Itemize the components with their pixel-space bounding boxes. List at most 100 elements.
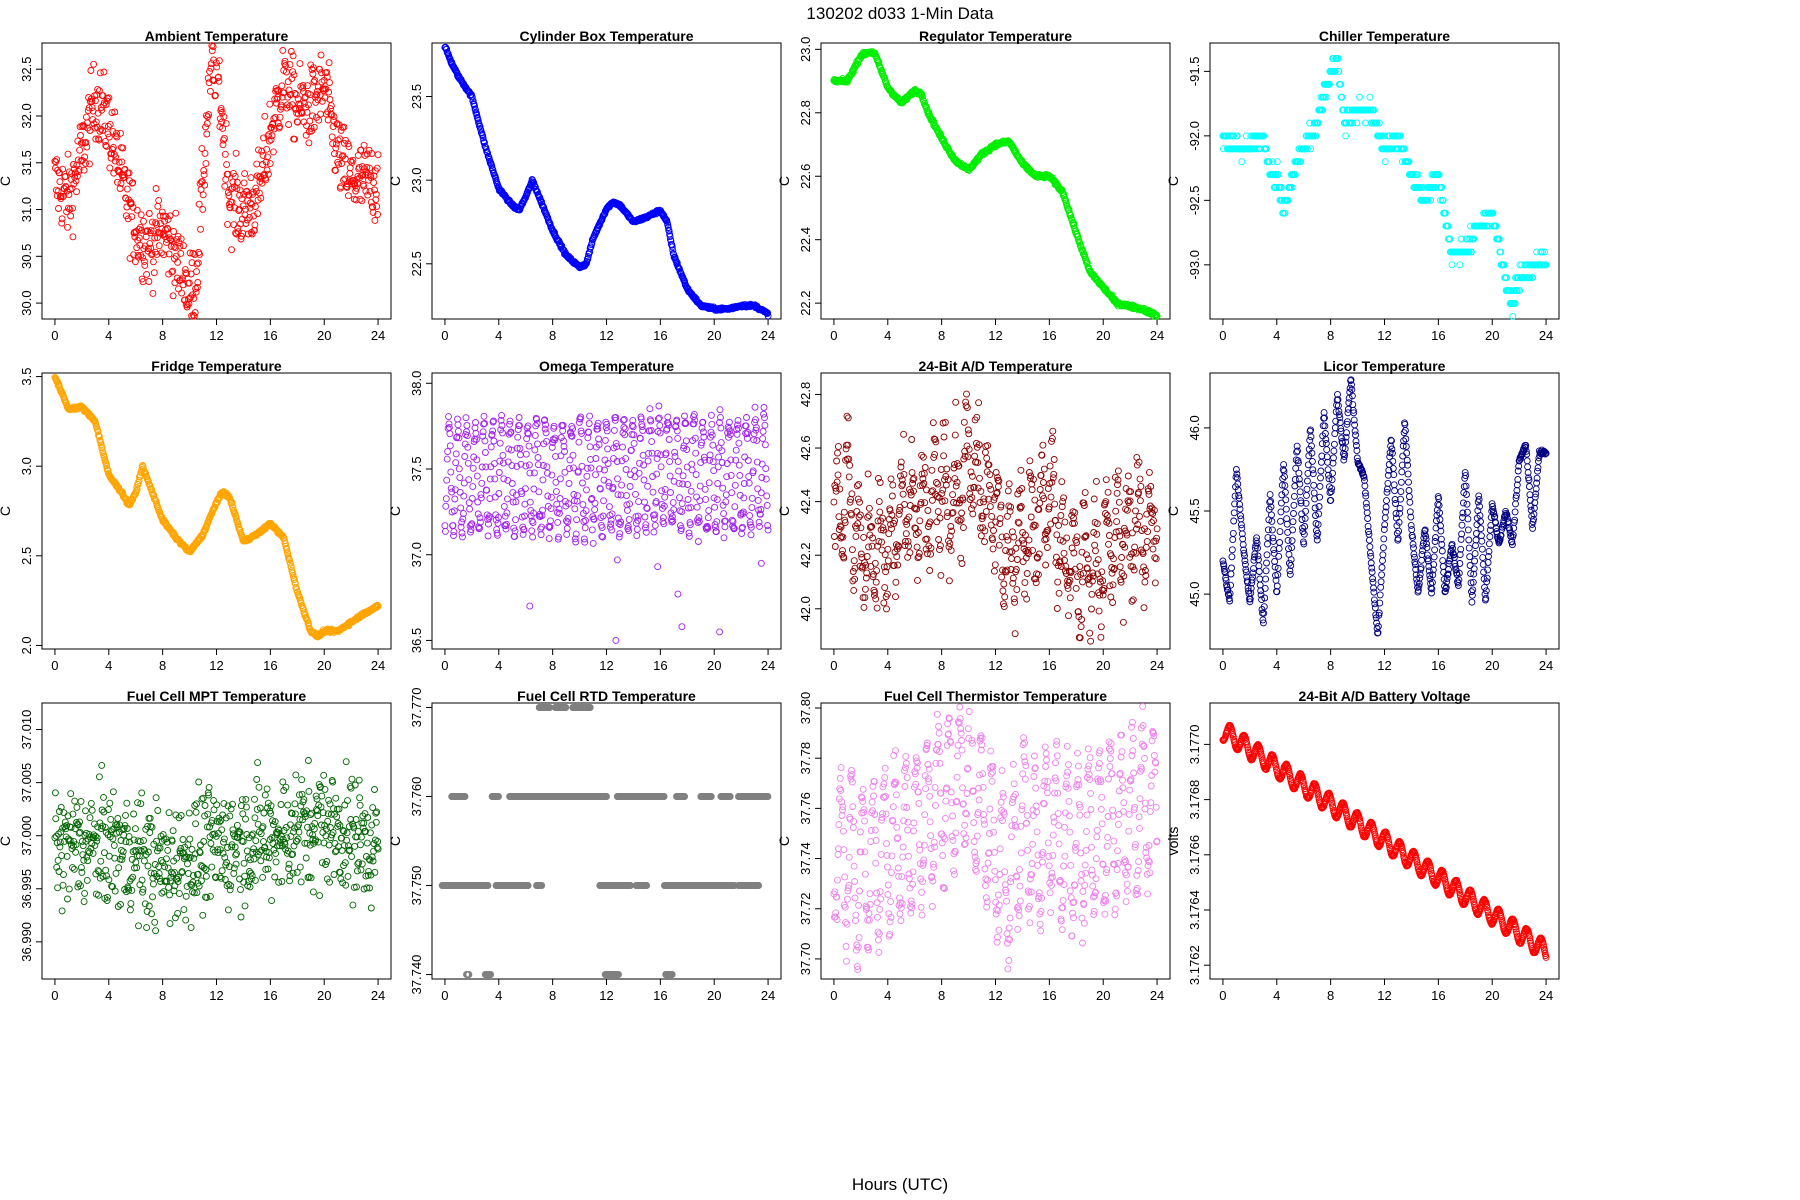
chart-ambient-temperature-point <box>268 132 276 140</box>
chart-omega-temperature-point <box>521 512 528 520</box>
chart-omega-temperature-point <box>542 429 550 437</box>
chart-omega-temperature-point <box>466 505 474 513</box>
chart-ambient-temperature-point <box>363 150 371 158</box>
chart-ambient-temperature-point <box>160 251 168 259</box>
chart-24-bit-a-d-temperature-point <box>1025 536 1033 544</box>
chart-omega-temperature-point <box>563 530 571 538</box>
chart-24-bit-a-d-temperature-point <box>1004 487 1012 495</box>
chart-24-bit-a-d-temperature-point <box>914 576 921 584</box>
chart-ambient-temperature-point <box>206 67 213 75</box>
chart-omega-temperature-point <box>633 532 641 540</box>
chart-24-bit-a-d-temperature-point <box>935 536 943 543</box>
chart-fridge-temperature-ylabel: C <box>0 506 13 516</box>
chart-ambient-temperature-point <box>174 258 182 266</box>
chart-ambient-temperature-point <box>149 289 157 297</box>
chart-omega-temperature-point <box>675 467 683 475</box>
chart-ambient-temperature-point <box>181 296 189 304</box>
chart-24-bit-a-d-temperature-point <box>865 512 873 520</box>
chart-ambient-temperature-point <box>76 146 84 154</box>
chart-ambient-temperature-point <box>167 242 175 250</box>
chart-cylinder-box-temperature-point <box>584 255 592 263</box>
chart-ambient-temperature-point <box>259 151 267 159</box>
chart-omega-temperature-point <box>639 427 647 434</box>
chart-omega-temperature-xtick-label: 16 <box>653 658 667 673</box>
chart-24-bit-a-d-temperature-point <box>1037 472 1045 479</box>
chart-fridge-temperature-xtick-label: 24 <box>371 658 385 673</box>
chart-chiller-temperature-ytick-label: -93.0 <box>1187 250 1202 280</box>
chart-omega-temperature-point <box>442 502 450 510</box>
chart-24-bit-a-d-temperature-point <box>864 470 872 478</box>
chart-ambient-temperature-point <box>82 139 90 146</box>
chart-ambient-temperature-point <box>346 170 354 177</box>
chart-ambient-temperature-point <box>325 59 333 67</box>
chart-ambient-temperature-point <box>198 145 206 153</box>
chart-omega-temperature-point <box>625 516 633 524</box>
chart-regulator-temperature-ytick-label: 22.8 <box>798 100 813 125</box>
chart-omega-temperature-point <box>648 438 656 446</box>
chart-chiller-temperature-point <box>1238 158 1246 166</box>
chart-ambient-temperature-point <box>323 69 331 76</box>
chart-omega-temperature-point <box>631 467 639 475</box>
chart-ambient-temperature-point <box>338 160 346 167</box>
chart-24-bit-a-d-temperature-point <box>963 404 971 412</box>
chart-ambient-temperature-point <box>103 142 111 150</box>
chart-ambient-temperature-point <box>86 160 93 168</box>
chart-chiller-temperature-ytick-label: -92.0 <box>1187 121 1202 151</box>
chart-24-bit-a-d-temperature-point <box>850 586 858 594</box>
chart-ambient-temperature-point <box>335 160 342 168</box>
chart-omega-temperature-point <box>701 485 709 493</box>
chart-omega-temperature-point <box>534 454 542 461</box>
chart-ambient-temperature-point <box>320 87 328 95</box>
chart-cylinder-box-temperature-points <box>441 43 772 320</box>
chart-omega-temperature-point <box>641 498 648 506</box>
chart-cylinder-box-temperature-title: Cylinder Box Temperature <box>519 28 693 44</box>
chart-omega-temperature-point <box>586 412 594 420</box>
chart-ambient-temperature-point <box>371 186 378 194</box>
chart-24-bit-a-d-temperature-point <box>952 398 960 406</box>
chart-cylinder-box-temperature-point <box>560 247 568 255</box>
chart-24-bit-a-d-temperature-ylabel: C <box>776 506 792 516</box>
chart-omega-temperature-point <box>623 506 631 514</box>
chart-ambient-temperature-point <box>205 111 213 119</box>
chart-omega-temperature-point <box>495 469 503 476</box>
chart-24-bit-a-d-temperature-xtick-label: 0 <box>830 658 837 673</box>
chart-ambient-temperature-point <box>222 120 230 128</box>
chart-ambient-temperature-point <box>127 200 135 207</box>
chart-ambient-temperature-point <box>152 185 160 192</box>
chart-omega-temperature-point <box>443 455 451 463</box>
chart-omega-temperature-point <box>446 430 454 438</box>
chart-omega-temperature-point <box>744 457 752 464</box>
chart-24-bit-a-d-temperature-point <box>887 475 895 483</box>
chart-24-bit-a-d-temperature-point <box>969 501 977 509</box>
chart-ambient-temperature-point <box>155 242 163 250</box>
chart-omega-temperature-ytick-label: 37.5 <box>409 456 424 481</box>
chart-24-bit-a-d-temperature-point <box>986 503 994 511</box>
chart-cylinder-box-temperature-point <box>484 149 492 157</box>
chart-omega-temperature-point <box>658 487 666 495</box>
chart-24-bit-a-d-temperature-point <box>1023 570 1031 577</box>
chart-ambient-temperature-point <box>77 132 84 139</box>
chart-ambient-temperature-point <box>234 228 242 236</box>
chart-chiller-temperature-point <box>1456 261 1464 269</box>
chart-24-bit-a-d-temperature-point <box>1021 579 1029 587</box>
chart-omega-temperature-point <box>731 503 739 511</box>
chart-chiller-temperature-point <box>1356 93 1364 101</box>
chart-24-bit-a-d-temperature-point <box>1039 441 1047 449</box>
chart-24-bit-a-d-temperature-point <box>896 472 904 480</box>
chart-ambient-temperature-point <box>314 83 322 91</box>
chart-omega-temperature-point <box>640 476 648 484</box>
chart-omega-temperature-point <box>678 500 686 508</box>
chart-24-bit-a-d-temperature-point <box>936 542 944 550</box>
chart-ambient-temperature-point <box>113 133 121 141</box>
chart-ambient-temperature-point <box>200 171 208 179</box>
chart-ambient-temperature-point <box>81 153 89 161</box>
chart-omega-temperature-point <box>461 453 469 460</box>
chart-fridge-temperature-ytick-label: 2.0 <box>19 636 34 654</box>
chart-24-bit-a-d-temperature-point <box>900 430 908 438</box>
chart-ambient-temperature-point <box>102 141 110 149</box>
chart-chiller-temperature-points <box>1219 55 1550 320</box>
chart-24-bit-a-d-temperature-point <box>1027 513 1035 521</box>
chart-ambient-temperature-point <box>326 96 334 103</box>
figure-xlabel: Hours (UTC) <box>852 1175 948 1194</box>
chart-omega-temperature-point <box>442 495 450 503</box>
